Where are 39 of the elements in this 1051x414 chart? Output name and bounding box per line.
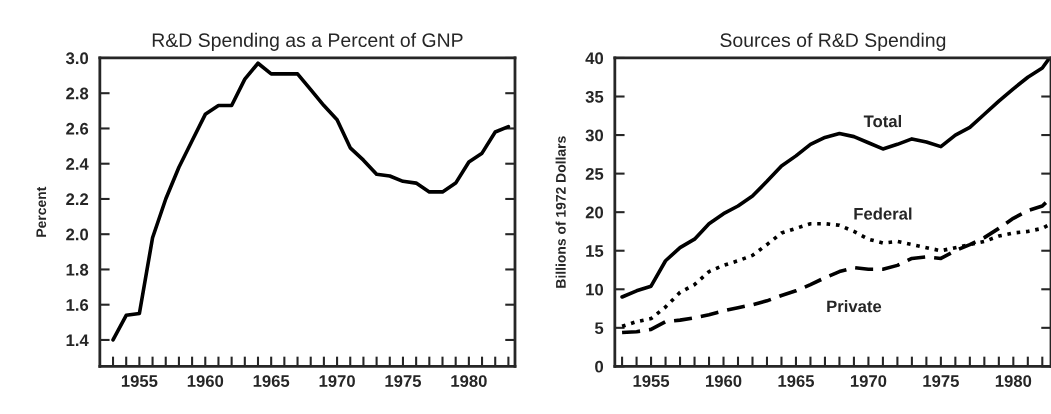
y-tick-label: 30: [585, 129, 604, 142]
x-tick-label: 1975: [385, 375, 422, 387]
y-tick-label: 2.4: [66, 158, 89, 170]
y-tick-label: 1.4: [66, 334, 89, 346]
x-tick-label: 1965: [253, 375, 290, 387]
series-label: Private: [827, 300, 882, 313]
series-label: Total: [863, 114, 902, 128]
x-tick-label: 1965: [778, 375, 815, 387]
chart-title: R&D Spending as a Percent of GNP: [152, 32, 463, 51]
y-tick-label: 2.6: [66, 122, 89, 135]
x-tick-label: 1960: [706, 375, 742, 387]
line-series: [111, 61, 511, 342]
line-series: [620, 57, 1051, 299]
y-tick-label: 0: [595, 360, 604, 373]
y-tick-label: 25: [585, 168, 604, 180]
chart-title: Sources of R&D Spending: [720, 32, 946, 51]
x-tick-label: 1960: [187, 375, 224, 387]
x-tick-label: 1970: [850, 375, 887, 387]
y-tick-label: 2.2: [66, 193, 89, 205]
y-tick-label: 35: [585, 90, 604, 103]
x-tick-label: 1980: [451, 375, 487, 387]
x-tick-label: 1955: [633, 375, 670, 387]
y-tick-label: 40: [585, 52, 604, 65]
y-tick-label: 20: [585, 206, 604, 219]
y-tick-label: 1.8: [66, 263, 89, 276]
y-tick-label: 5: [594, 322, 604, 335]
y-tick-label: 10: [586, 283, 604, 296]
y-tick-label: 3.0: [65, 52, 89, 65]
y-axis-title: Billions of 1972 Dollars: [555, 136, 566, 288]
y-tick-label: 2.0: [66, 228, 89, 241]
x-tick-label: 1975: [923, 375, 959, 387]
y-axis-title: Percent: [36, 186, 47, 237]
series-label: Federal: [854, 207, 912, 220]
y-tick-label: 2.8: [66, 87, 89, 100]
x-tick-label: 1955: [121, 375, 158, 387]
y-tick-label: 1.6: [66, 299, 89, 311]
x-tick-label: 1980: [995, 375, 1032, 387]
y-tick-label: 15: [586, 245, 604, 257]
x-tick-label: 1970: [319, 375, 355, 387]
